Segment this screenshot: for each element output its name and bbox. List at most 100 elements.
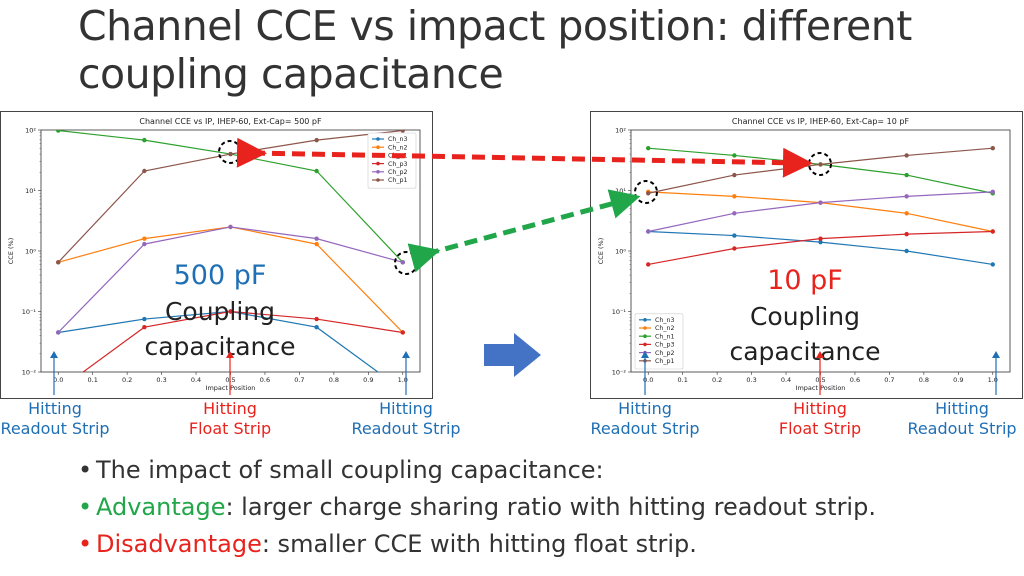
legend-label: Ch_p2 [655, 350, 675, 357]
data-point-Ch_n2 [904, 211, 909, 216]
strip-label-name: Float Strip [778, 419, 862, 438]
bullet-text: The impact of small coupling capacitance… [96, 456, 604, 484]
data-point-Ch_n3 [314, 325, 319, 330]
x-tick-label: 1.0 [988, 376, 998, 384]
x-tick-label: 0.7 [294, 376, 304, 384]
data-point-Ch_p3 [314, 316, 319, 322]
data-point-Ch_p3 [646, 262, 651, 267]
data-point-Ch_p1 [904, 153, 909, 158]
strip-label-name: Readout Strip [907, 419, 1017, 438]
legend-marker [643, 318, 647, 322]
strip-label-float-right: Hitting Float Strip [765, 399, 875, 439]
strip-label-float-left: Hitting Float Strip [175, 399, 285, 439]
callout-500pf: 500 pF Coupling capacitance [130, 258, 310, 364]
bullet-dot: • [78, 530, 93, 558]
data-point-Ch_p2 [732, 211, 737, 216]
strip-label-name: Readout Strip [590, 419, 700, 438]
series-group [56, 130, 405, 372]
data-point-Ch_n2 [314, 241, 319, 247]
data-point-Ch_p2 [400, 260, 405, 265]
bullet-item: • The impact of small coupling capacitanc… [78, 452, 876, 489]
data-point-Ch_n3 [990, 262, 995, 267]
strip-label-name: Float Strip [188, 419, 272, 438]
x-tick-label: 0.7 [884, 376, 894, 384]
x-tick-label: 0.3 [156, 376, 166, 384]
cap-label-line-1: Coupling [749, 302, 861, 331]
x-tick-label: 0.8 [329, 376, 339, 384]
x-tick-label: 0.1 [678, 376, 688, 384]
strip-label-name: Readout Strip [0, 419, 110, 438]
strip-label-readout-right-1: Hitting Readout Strip [589, 399, 701, 439]
cap-label-line-1: Coupling [164, 297, 276, 326]
legend-marker [643, 342, 647, 347]
data-point-Ch_p1 [646, 191, 651, 196]
y-tick-label: 10² [25, 127, 36, 135]
strip-label-name: Readout Strip [351, 419, 461, 438]
cap-label-line-2: capacitance [144, 332, 296, 361]
bullet-list: • The impact of small coupling capacitanc… [78, 452, 876, 563]
y-axis-label: CCE (%) [7, 238, 15, 265]
data-point-Ch_p2 [646, 229, 651, 234]
x-tick-label: 0.0 [643, 376, 653, 384]
x-tick-label: 0.8 [919, 376, 929, 384]
y-tick-label: 10⁻¹ [612, 308, 627, 316]
x-tick-label: 1.0 [398, 376, 408, 384]
slide-title-line-1: Channel CCE vs impact position: differen… [78, 2, 912, 50]
x-tick-label: 0.6 [850, 376, 860, 384]
strip-label-hitting: Hitting [203, 399, 257, 418]
bullet-dot: • [78, 456, 93, 484]
y-tick-label: 10¹ [25, 187, 36, 195]
bullet-text: : smaller CCE with hitting float strip. [261, 530, 697, 558]
red-comparison-arrow [236, 137, 813, 178]
x-tick-label: 0.1 [88, 376, 98, 384]
bullet-prefix-advantage: Advantage [96, 493, 226, 521]
legend-marker [376, 178, 380, 182]
data-point-Ch_n3 [818, 239, 823, 245]
legend-label: Ch_p1 [388, 177, 408, 184]
data-point-Ch_p1 [990, 146, 995, 151]
x-tick-label: 0.0 [53, 376, 63, 384]
data-point-Ch_p3 [400, 330, 405, 335]
data-point-Ch_n1 [142, 137, 147, 143]
strip-label-hitting: Hitting [793, 399, 847, 418]
bullet-text: : larger charge sharing ratio with hitti… [225, 493, 876, 521]
data-point-Ch_n3 [904, 248, 909, 254]
bullet-dot: • [78, 493, 93, 521]
x-tick-label: 0.4 [191, 376, 201, 384]
legend-label: Ch_n3 [655, 317, 675, 324]
data-point-Ch_p1 [142, 168, 147, 174]
y-tick-label: 10⁰ [25, 248, 36, 256]
data-point-Ch_p2 [904, 194, 909, 199]
legend-marker [643, 326, 647, 330]
cap-label-line-2: capacitance [729, 337, 881, 366]
data-point-Ch_n1 [904, 172, 909, 178]
slide-title: Channel CCE vs impact position: differen… [78, 2, 978, 98]
x-tick-label: 0.6 [260, 376, 270, 384]
x-tick-label: 0.2 [122, 376, 132, 384]
chart-title: Channel CCE vs IP, IHEP-60, Ext-Cap= 500… [139, 117, 322, 126]
right-arrow-icon [484, 333, 541, 377]
data-point-Ch_p3 [818, 236, 823, 241]
highlight-circle [218, 140, 242, 164]
highlight-circle [808, 152, 832, 176]
legend-label: Ch_p3 [655, 342, 675, 349]
x-tick-label: 0.4 [781, 376, 791, 384]
strip-label-readout-right-2: Hitting Readout Strip [906, 399, 1018, 439]
data-point-Ch_p2 [818, 200, 823, 205]
x-tick-label: 0.2 [712, 376, 722, 384]
x-tick-label: 0.3 [746, 376, 756, 384]
cap-value-10pf: 10 pF [767, 265, 843, 296]
y-tick-label: 10⁻² [22, 369, 37, 377]
highlight-circle [394, 251, 418, 275]
strip-label-hitting: Hitting [935, 399, 989, 418]
data-point-Ch_p3 [990, 229, 995, 234]
data-point-Ch_p1 [818, 162, 823, 167]
green-comparison-arrow [407, 189, 641, 273]
strip-label-hitting: Hitting [379, 399, 433, 418]
data-point-Ch_p1 [56, 260, 61, 265]
chart-title: Channel CCE vs IP, IHEP-60, Ext-Cap= 10 … [732, 117, 910, 126]
data-point-Ch_n2 [732, 194, 737, 199]
data-point-Ch_p2 [228, 224, 233, 230]
legend-label: Ch_n1 [655, 333, 675, 340]
